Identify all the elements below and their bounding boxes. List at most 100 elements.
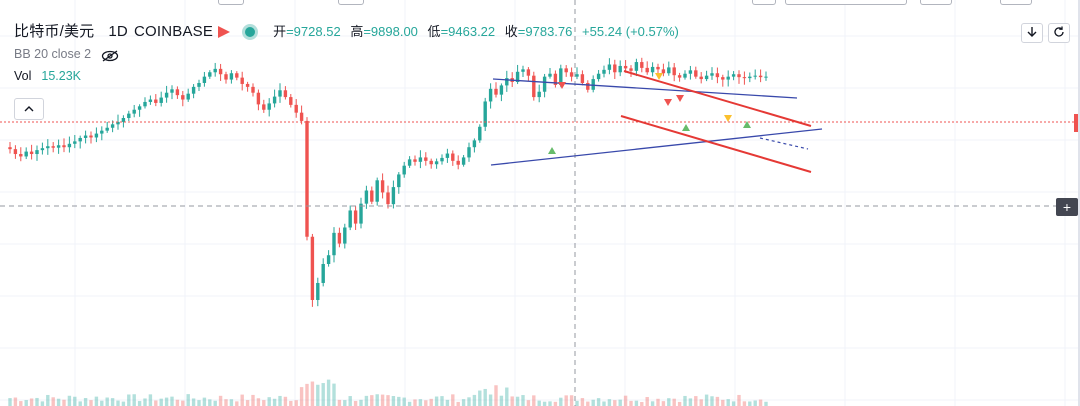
volume-bar [564,395,568,406]
volume-bar [127,394,131,406]
candle-body [499,85,504,95]
candle-body [148,99,153,102]
candle-body [467,147,471,158]
candle-body [137,106,142,110]
candle-body [170,89,174,93]
volume-label: Vol [14,69,32,83]
volume-bar [737,394,741,406]
volume-bar [580,398,585,406]
candle-body [154,99,158,103]
volume-bar [213,400,217,406]
candle-body [564,68,568,73]
collapse-legend-button[interactable] [14,98,44,120]
timeframe[interactable]: 1D [108,23,128,40]
reset-chart-button[interactable] [1048,23,1070,43]
candle-body [127,113,131,119]
eye-off-icon[interactable] [101,48,119,62]
candle-body [262,104,266,110]
candle-body [364,190,369,204]
toolbar-stub[interactable] [785,0,907,5]
candle-body [548,73,552,77]
volume-bar [456,401,460,406]
volume-bar [310,381,315,406]
candle-body [348,210,352,228]
candle-body [159,97,163,103]
exchange: COINBASE [133,23,214,40]
volume-bar [191,398,196,406]
close-label: 收 [504,24,518,39]
volume-bar [8,398,12,406]
candle-body [634,62,639,71]
candle-body [213,68,217,73]
volume-bar [289,400,293,406]
volume-bar [202,397,207,406]
toolbar-stub[interactable] [920,0,952,5]
candle-body [305,120,309,237]
candle-body [424,157,428,161]
candle-body [677,75,682,78]
volume-bar [73,396,77,406]
candle-body [256,92,261,105]
live-dot-icon [245,27,256,37]
volume-bar [164,397,169,406]
candle-body [83,135,88,138]
volume-bar [24,400,28,406]
toolbar-stub[interactable] [218,0,244,5]
candle-body [683,73,687,78]
candle-body [661,69,666,74]
candle-body [272,96,277,104]
volume-bar [667,398,671,406]
indicator-row[interactable]: BB 20 close 2 [14,44,685,64]
volume-bar [397,396,401,406]
volume-bar [110,398,115,406]
volume-bar [316,384,320,406]
volume-bar [251,394,255,406]
candle-body [407,159,412,166]
add-alert-plus-button[interactable]: + [1056,198,1078,216]
flag-icon[interactable] [217,26,231,38]
volume-bar [375,394,379,406]
volume-bar [753,400,757,406]
volume-bar [272,398,277,406]
volume-bar [208,399,212,406]
volume-bar [488,394,493,406]
candle-body [472,140,477,148]
candle-body [461,157,466,165]
candle-body [143,101,147,107]
candle-body [316,282,320,300]
volume-bar [553,401,558,406]
candle-body [337,232,342,244]
candle-body [656,66,660,70]
low-value: =9463.22 [440,24,496,39]
candle-body [100,130,104,134]
sell-signal-marker [664,99,672,106]
volume-bar [359,399,363,406]
volume-bar [348,396,352,406]
candle-body [650,66,655,73]
candle-body [699,76,703,80]
candle-body [629,68,633,71]
toolbar-stub[interactable] [338,0,364,5]
scroll-to-realtime-button[interactable] [1021,23,1043,43]
candle-body [688,70,693,74]
volume-bar [677,401,682,406]
toolbar-stub[interactable] [1000,0,1032,5]
volume-bar [240,394,244,406]
refresh-icon [1053,26,1065,41]
candle-body [326,255,331,264]
candle-body [245,83,250,87]
ohlc-values: 开=9728.52 高=9898.00 低=9463.22 收=9783.76 … [273,22,685,42]
volume-bar [483,388,487,406]
volume-bar [494,385,498,406]
symbol-name[interactable]: 比特币/美元 [14,23,95,40]
volume-bar [407,401,412,406]
volume-bar [121,401,126,406]
candle-body [78,137,82,142]
volume-bar [402,397,406,406]
chart-legend: 比特币/美元 1D COINBASE 开=9728.52 高=9898.00 低… [14,22,685,86]
toolbar-stub[interactable] [752,0,776,5]
volume-bar [726,399,730,406]
volume-bar [245,400,250,406]
